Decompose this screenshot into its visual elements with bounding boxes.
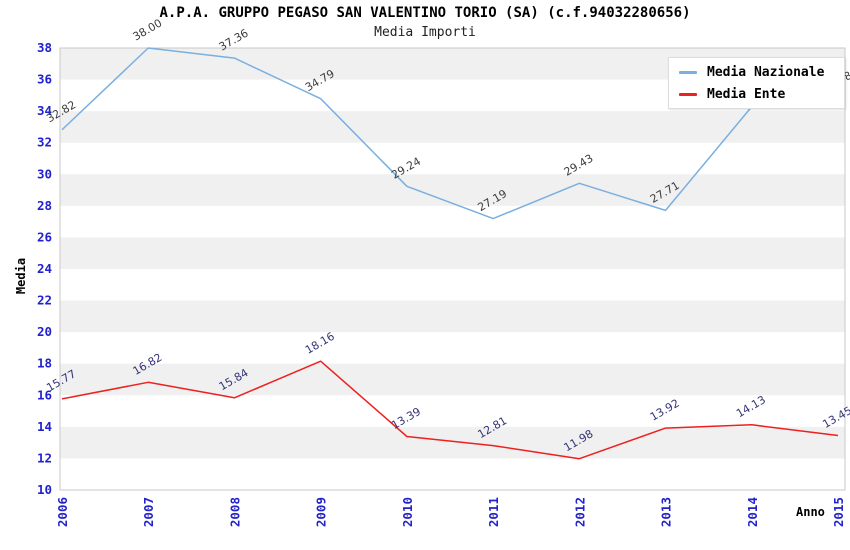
y-tick-label: 18 — [37, 356, 52, 371]
chart-title: A.P.A. GRUPPO PEGASO SAN VALENTINO TORIO… — [159, 5, 691, 21]
y-tick-label: 24 — [37, 261, 52, 276]
y-tick-label: 34 — [37, 103, 52, 118]
legend-item-ente: Media Ente — [679, 87, 844, 102]
x-tick-label: 2009 — [314, 497, 329, 527]
chart-subtitle: Media Importi — [374, 25, 476, 40]
y-tick-label: 32 — [37, 135, 52, 150]
x-tick-label: 2014 — [745, 497, 760, 527]
point-value-label: 38.00 — [131, 16, 165, 43]
y-tick-label: 14 — [37, 419, 52, 434]
y-tick-label: 30 — [37, 166, 52, 181]
x-tick-label: 2006 — [55, 497, 70, 527]
y-tick-label: 20 — [37, 324, 52, 339]
x-axis-title: Anno — [796, 505, 825, 519]
x-tick-label: 2010 — [400, 497, 415, 527]
series-line — [61, 360, 839, 460]
y-tick-label: 38 — [37, 40, 52, 55]
x-tick-label: 2012 — [572, 497, 587, 527]
ente-line-marker-icon — [679, 92, 697, 96]
legend-label-ente: Media Ente — [707, 86, 786, 102]
point-value-label: 14.13 — [734, 393, 768, 420]
y-tick-label: 22 — [37, 293, 52, 308]
grid-band — [60, 300, 845, 333]
y-tick-label: 28 — [37, 198, 52, 213]
grid-band — [60, 174, 845, 206]
y-tick-label: 26 — [37, 229, 52, 244]
y-tick-label: 10 — [37, 482, 52, 497]
x-tick-label: 2007 — [141, 497, 156, 527]
legend-label-nazionale: Media Nazionale — [707, 64, 825, 80]
legend-item-nazionale: Media Nazionale — [679, 65, 844, 80]
point-value-label: 13.92 — [648, 397, 682, 424]
y-tick-label: 12 — [37, 450, 52, 465]
series-line — [61, 47, 839, 220]
grid-band — [60, 363, 845, 396]
grid-band — [60, 237, 845, 269]
plot-border — [59, 47, 846, 491]
nazionale-line-marker-icon — [679, 70, 697, 74]
grid-band — [60, 111, 845, 143]
point-value-label: 18.16 — [303, 330, 337, 357]
y-axis-title: Media — [14, 257, 28, 295]
legend-box: Media Nazionale Media Ente — [668, 57, 845, 109]
y-tick-label: 36 — [37, 72, 52, 87]
x-tick-label: 2013 — [659, 497, 674, 527]
x-tick-label: 2015 — [831, 497, 846, 527]
y-tick-label: 16 — [37, 387, 52, 402]
x-tick-label: 2008 — [227, 497, 242, 527]
x-tick-label: 2011 — [486, 497, 501, 527]
grid-band — [60, 426, 845, 459]
